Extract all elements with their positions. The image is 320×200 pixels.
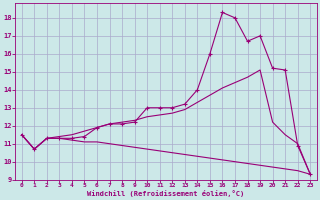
X-axis label: Windchill (Refroidissement éolien,°C): Windchill (Refroidissement éolien,°C): [87, 190, 244, 197]
